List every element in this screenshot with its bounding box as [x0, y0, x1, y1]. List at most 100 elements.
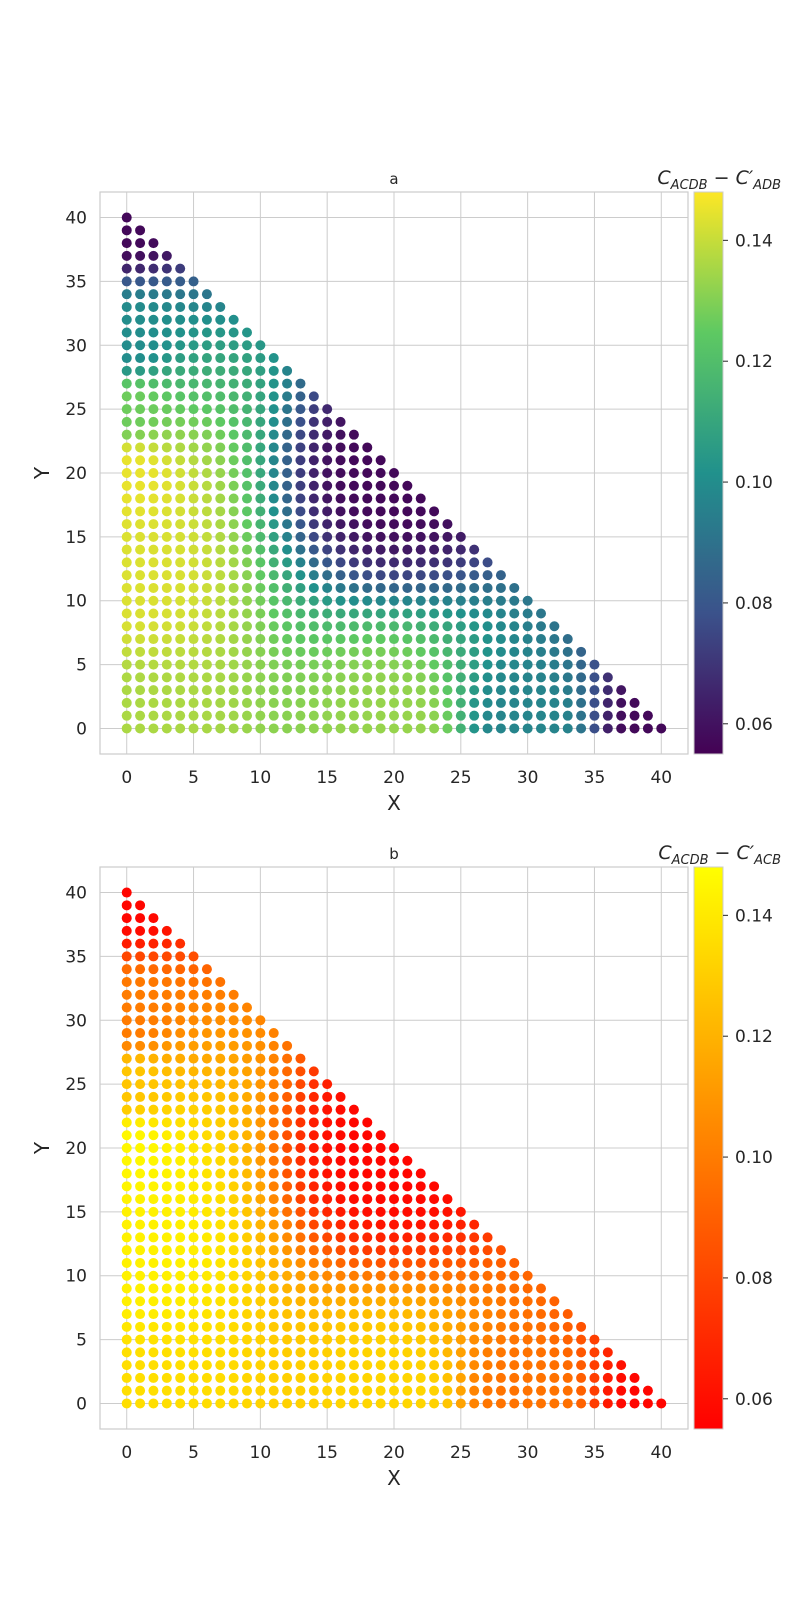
scatter-point	[308, 646, 319, 657]
scatter-point	[348, 1372, 359, 1383]
scatter-point	[589, 1334, 600, 1345]
scatter-point	[362, 1206, 373, 1217]
scatter-point	[402, 506, 413, 517]
scatter-point	[188, 1257, 199, 1268]
scatter-point	[282, 1385, 293, 1396]
scatter-point	[188, 1028, 199, 1039]
scatter-point	[161, 1232, 172, 1243]
scatter-point	[188, 327, 199, 338]
scatter-point	[642, 1398, 653, 1409]
scatter-point	[135, 225, 146, 236]
scatter-point	[148, 1091, 159, 1102]
scatter-point	[375, 1194, 386, 1205]
scatter-point	[282, 1079, 293, 1090]
scatter-point	[255, 1181, 266, 1192]
cb-title-main-sub-a: ACDB	[670, 178, 708, 193]
scatter-point	[228, 1270, 239, 1281]
scatter-point	[415, 697, 426, 708]
scatter-point	[215, 1206, 226, 1217]
scatter-point	[161, 429, 172, 440]
scatter-point	[402, 672, 413, 683]
scatter-point	[495, 1309, 506, 1320]
scatter-point	[175, 646, 186, 657]
scatter-point	[455, 570, 466, 581]
scatter-point	[509, 595, 520, 606]
scatter-point	[228, 1130, 239, 1141]
scatter-point	[295, 1360, 306, 1371]
scatter-point	[268, 697, 279, 708]
scatter-point	[242, 1360, 252, 1371]
scatter-point	[335, 1347, 346, 1358]
scatter-point	[268, 1232, 279, 1243]
scatter-point	[295, 1066, 306, 1077]
scatter-point	[242, 429, 252, 440]
scatter-point	[242, 1257, 252, 1268]
scatter-point	[161, 468, 172, 478]
scatter-point	[201, 1321, 212, 1332]
scatter-point	[228, 697, 239, 708]
scatter-point	[348, 1321, 359, 1332]
scatter-point	[308, 710, 319, 721]
scatter-point	[148, 608, 159, 619]
scatter-point	[201, 1309, 212, 1320]
scatter-point	[255, 1270, 266, 1281]
scatter-point	[188, 1168, 199, 1179]
scatter-point	[135, 557, 146, 568]
scatter-point	[576, 1347, 587, 1358]
scatter-point	[121, 1232, 132, 1243]
scatter-point	[188, 989, 199, 1000]
scatter-point	[335, 493, 346, 504]
scatter-point	[429, 1270, 440, 1281]
scatter-point	[362, 1270, 373, 1281]
scatter-point	[295, 1219, 306, 1230]
scatter-point	[282, 595, 293, 606]
scatter-point	[215, 672, 226, 683]
scatter-point	[228, 659, 239, 670]
scatter-point	[268, 1053, 279, 1064]
scatter-point	[175, 340, 186, 351]
scatter-point	[255, 1309, 266, 1320]
scatter-point	[375, 634, 386, 645]
scatter-point	[135, 353, 146, 364]
scatter-point	[121, 1309, 132, 1320]
scatter-point	[242, 1321, 252, 1332]
scatter-point	[335, 1232, 346, 1243]
scatter-point	[135, 570, 146, 581]
scatter-point	[362, 455, 373, 466]
scatter-point	[175, 1143, 186, 1153]
scatter-point	[175, 1283, 186, 1294]
scatter-point	[335, 1360, 346, 1371]
scatter-point	[121, 1270, 132, 1281]
scatter-point	[322, 595, 333, 606]
scatter-point	[549, 710, 560, 721]
scatter-point	[135, 1232, 146, 1243]
scatter-point	[348, 685, 359, 696]
scatter-point	[308, 455, 319, 466]
scatter-point	[201, 1347, 212, 1358]
scatter-point	[308, 1309, 319, 1320]
scatter-point	[161, 1257, 172, 1268]
scatter-point	[322, 1321, 333, 1332]
scatter-point	[576, 723, 587, 734]
scatter-point	[282, 1334, 293, 1345]
scatter-point	[282, 557, 293, 568]
scatter-point	[255, 1283, 266, 1294]
scatter-point	[228, 1321, 239, 1332]
scatter-point	[375, 544, 386, 555]
scatter-point	[429, 595, 440, 606]
scatter-point	[121, 250, 132, 261]
scatter-point	[295, 468, 306, 478]
scatter-point	[375, 1181, 386, 1192]
scatter-point	[135, 697, 146, 708]
scatter-point	[161, 378, 172, 389]
scatter-point	[348, 1155, 359, 1166]
scatter-point	[242, 442, 252, 453]
scatter-point	[121, 1002, 132, 1013]
scatter-point	[295, 710, 306, 721]
scatter-point	[268, 506, 279, 517]
scatter-point	[135, 1066, 146, 1077]
scatter-point	[228, 480, 239, 491]
scatter-point	[576, 1321, 587, 1332]
scatter-point	[188, 1334, 199, 1345]
scatter-point	[175, 634, 186, 645]
